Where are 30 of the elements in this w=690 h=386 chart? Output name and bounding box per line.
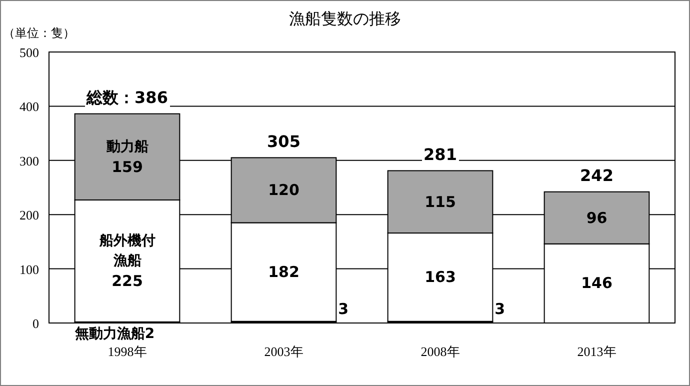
data-label: 120 [267, 180, 300, 200]
x-tick-label: 2003年 [264, 344, 304, 359]
series-label: 動力船 [105, 138, 150, 157]
y-tick-label: 300 [20, 153, 39, 168]
total-label: 305 [265, 132, 302, 151]
y-tick-label: 0 [32, 316, 39, 331]
data-label: 163 [424, 267, 457, 288]
x-tick-label: 1998年 [108, 344, 147, 359]
y-tick-label: 100 [20, 262, 39, 277]
chart-title: 漁船隻数の推移 [289, 9, 401, 28]
total-label: 281 [422, 144, 459, 164]
y-tick-label: 200 [20, 208, 39, 223]
data-label: 3 [338, 299, 350, 319]
y-axis-title: （単位：隻） [3, 25, 76, 42]
x-tick-label: 2008年 [420, 344, 460, 359]
y-tick-label: 500 [20, 45, 39, 60]
series-label: 船外機付漁船 [98, 232, 156, 271]
data-label: 146 [580, 273, 614, 294]
y-tick-label: 400 [20, 99, 39, 114]
total-label: 242 [578, 166, 616, 185]
data-label: 96 [585, 208, 608, 228]
series-label: 無動力漁船 [74, 326, 145, 342]
data-label: 2 [144, 326, 155, 342]
data-label: 159 [110, 156, 144, 177]
data-label: 115 [424, 192, 457, 212]
total-label: 総数：386 [84, 88, 170, 107]
data-label: 225 [110, 270, 144, 291]
data-label: 3 [494, 299, 506, 319]
data-label: 182 [267, 262, 300, 282]
x-tick-label: 2013年 [577, 344, 616, 359]
